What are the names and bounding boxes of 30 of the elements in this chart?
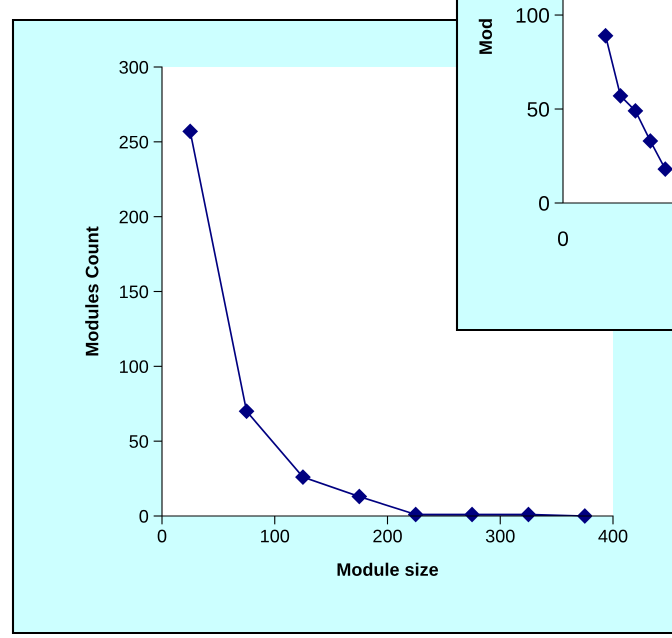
y-tick-label: 200	[120, 210, 148, 224]
y-axis-title: Mod	[478, 19, 492, 54]
y-tick-label: 0	[139, 510, 148, 523]
point	[295, 470, 311, 485]
point	[408, 506, 424, 522]
point	[238, 404, 254, 419]
y-tick-label: 50	[527, 102, 549, 117]
point	[598, 28, 614, 44]
point	[628, 103, 643, 118]
y-tick-label: 100	[516, 8, 549, 23]
x-tick-label: 400	[598, 530, 628, 542]
point	[352, 488, 367, 504]
y-tick-label: 150	[120, 285, 148, 298]
y-tick-label: 250	[120, 136, 148, 149]
y-tick-label: 100	[120, 360, 148, 374]
annotation: 0	[558, 231, 568, 246]
x-tick-label: 100	[261, 530, 290, 542]
y-tick-label: 50	[129, 435, 148, 448]
point	[642, 133, 658, 149]
x-tick-label: 300	[486, 530, 515, 542]
point	[577, 508, 592, 524]
x-tick-label: 0	[158, 530, 166, 542]
point	[658, 162, 672, 177]
y-tick-label: 0	[539, 196, 549, 211]
point	[612, 88, 628, 104]
y-tick-label: 300	[119, 60, 148, 74]
x-tick-label: 200	[373, 530, 402, 542]
y-axis-title: Modules Count	[85, 226, 98, 356]
x-axis-title: Module size	[338, 562, 438, 576]
point	[182, 124, 198, 139]
